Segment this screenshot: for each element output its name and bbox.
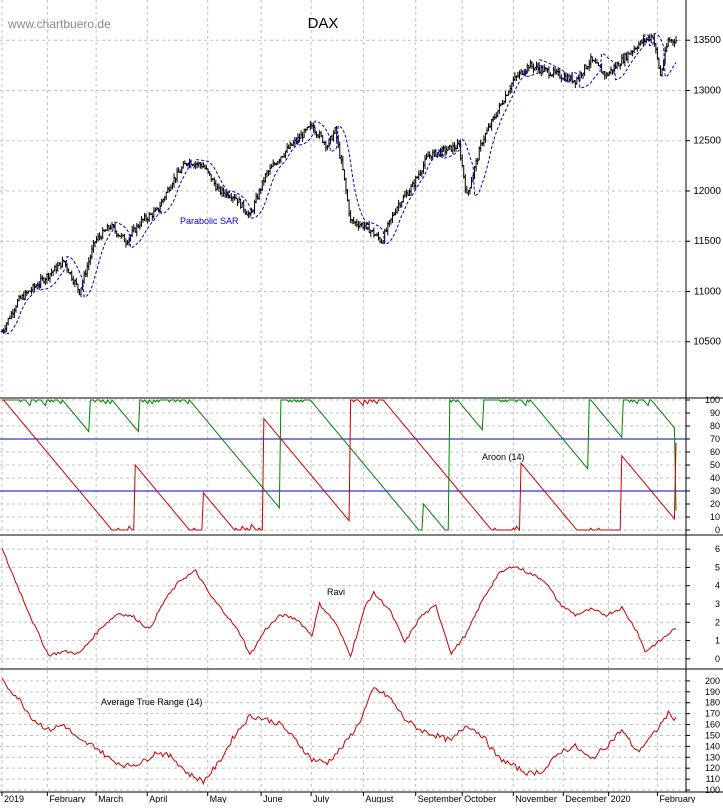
ytick-label-6: 6 <box>715 544 720 554</box>
ytick-label-3: 3 <box>715 599 720 609</box>
sar-label: Parabolic SAR <box>180 216 239 226</box>
ytick-label-180: 180 <box>705 698 720 708</box>
ytick-label-11000: 11000 <box>694 286 722 297</box>
sar-line <box>1 32 677 335</box>
ytick-label-130: 130 <box>705 752 720 762</box>
ytick-label-90: 90 <box>710 408 720 418</box>
aroon-down-line <box>2 398 677 532</box>
ytick-label-13500: 13500 <box>693 35 721 46</box>
ytick-label-70: 70 <box>710 434 720 444</box>
ytick-label-170: 170 <box>705 709 720 719</box>
ytick-label-10: 10 <box>710 512 720 522</box>
chart-title: DAX <box>308 15 339 32</box>
atr-label: Average True Range (14) <box>101 697 202 707</box>
tick-layer: 1050011000115001200012500130001350001020… <box>1 35 722 804</box>
ytick-label-12500: 12500 <box>693 136 721 147</box>
ytick-label-60: 60 <box>710 447 720 457</box>
ytick-label-50: 50 <box>710 460 720 470</box>
ytick-label-0: 0 <box>715 654 720 664</box>
ytick-label-200: 200 <box>705 676 720 686</box>
month-label-2019: 2019 <box>4 794 24 803</box>
aroon-label: Aroon (14) <box>482 452 525 462</box>
grid-layer <box>0 0 686 791</box>
ravi-label: Ravi <box>327 587 345 597</box>
ytick-label-40: 40 <box>710 473 720 483</box>
ytick-label-10500: 10500 <box>693 337 721 348</box>
ytick-label-0: 0 <box>715 525 720 535</box>
ytick-label-100: 100 <box>705 785 720 795</box>
ytick-label-4: 4 <box>715 581 720 591</box>
ytick-label-190: 190 <box>705 687 720 697</box>
watermark: www.chartbuero.de <box>7 17 111 31</box>
ytick-label-11500: 11500 <box>694 236 722 247</box>
ytick-label-30: 30 <box>710 486 720 496</box>
month-label-september: September <box>418 794 462 803</box>
ytick-label-150: 150 <box>705 730 720 740</box>
month-label-2020: 2020 <box>611 794 631 803</box>
month-label-march: March <box>98 794 123 803</box>
ytick-label-100: 100 <box>705 395 720 405</box>
ytick-label-160: 160 <box>705 720 720 730</box>
month-label-may: May <box>210 794 228 803</box>
atr-line <box>1 678 677 786</box>
month-label-november: November <box>515 794 557 803</box>
series-layer <box>0 32 686 786</box>
ytick-label-80: 80 <box>710 421 720 431</box>
ytick-label-120: 120 <box>705 763 720 773</box>
ytick-label-140: 140 <box>705 741 720 751</box>
month-label-october: October <box>464 794 496 803</box>
month-label-june: June <box>263 794 283 803</box>
ytick-label-1: 1 <box>715 636 720 646</box>
ytick-label-110: 110 <box>706 774 720 784</box>
ytick-label-2: 2 <box>715 617 720 627</box>
month-label-december: December <box>565 794 607 803</box>
ytick-label-12000: 12000 <box>693 186 721 197</box>
ytick-label-13000: 13000 <box>693 85 721 96</box>
aroon-up-line <box>2 398 677 531</box>
ytick-label-5: 5 <box>715 562 720 572</box>
ravi-line <box>1 548 677 658</box>
month-label-february: February <box>659 794 696 803</box>
ytick-label-20: 20 <box>710 499 720 509</box>
month-label-july: July <box>313 794 330 803</box>
month-label-april: April <box>149 794 167 803</box>
month-label-august: August <box>365 794 394 803</box>
month-label-february: February <box>49 794 86 803</box>
